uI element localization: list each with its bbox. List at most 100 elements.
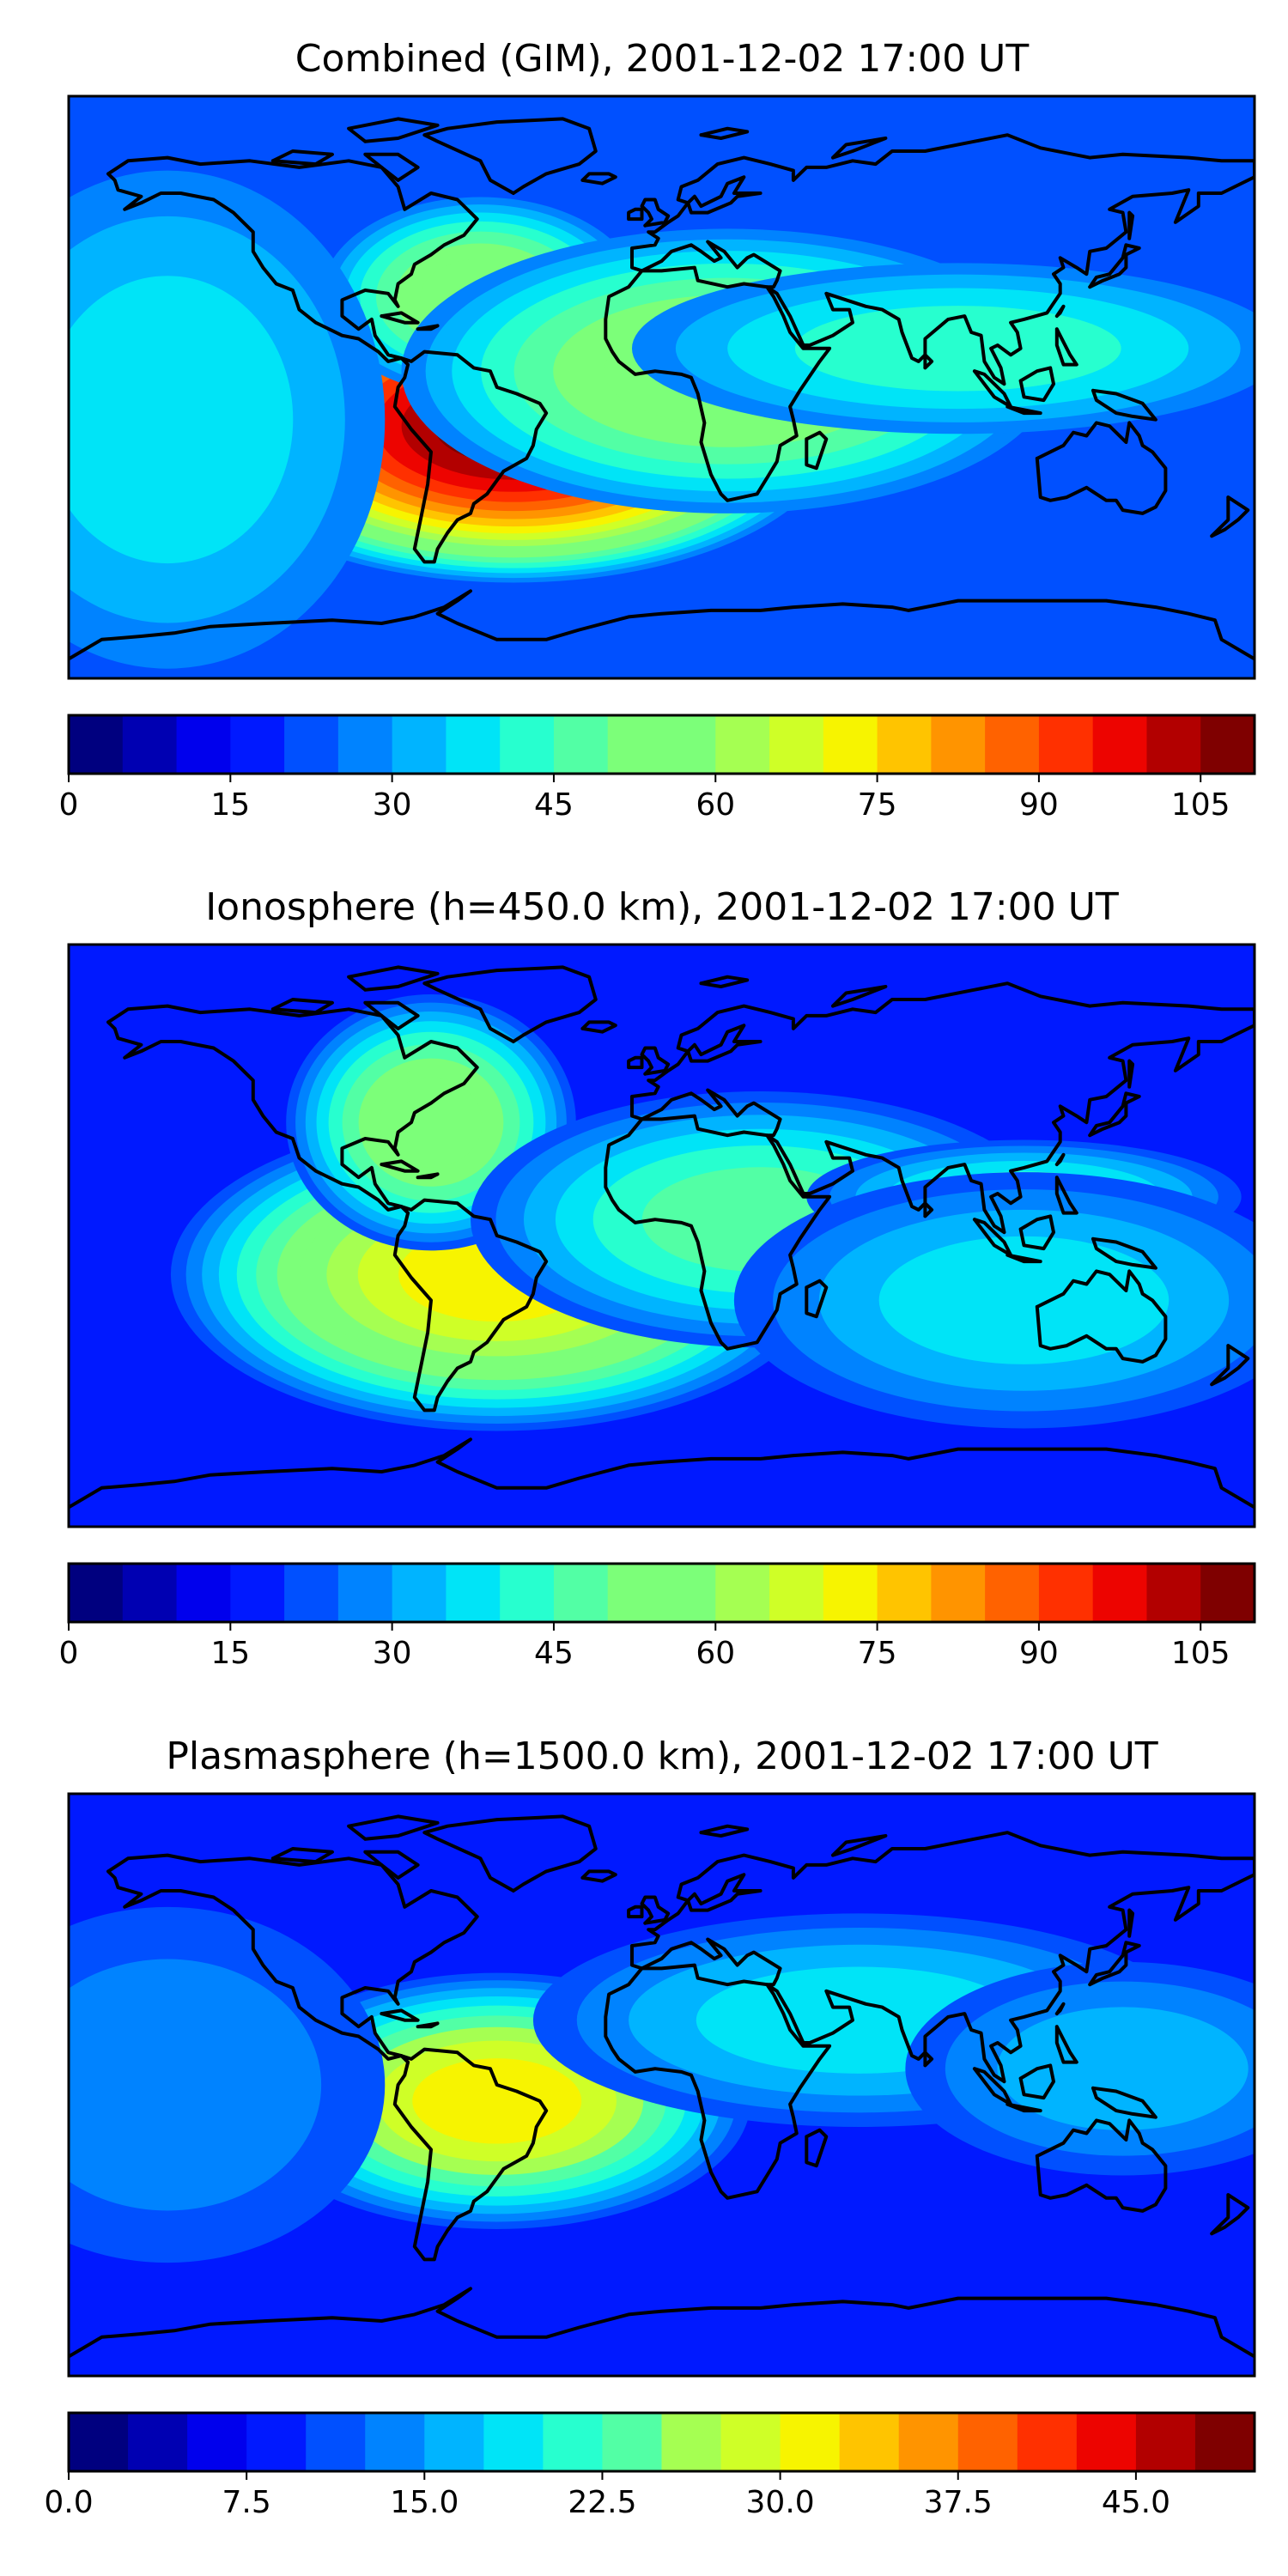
coastline-africa <box>604 1963 832 2200</box>
coastline-madagascar <box>805 430 829 471</box>
contour-feature-4 <box>69 170 386 669</box>
coastline-ireland <box>627 207 644 222</box>
colorbar-segment <box>898 2413 959 2471</box>
coastline-ellesmere <box>347 1814 440 1841</box>
panel-title: Combined (GIM), 2001-12-02 17:00 UT <box>295 37 1030 81</box>
colorbar-segment <box>543 2413 604 2471</box>
coastline-antarctica <box>69 1437 1255 1510</box>
coastline-africa <box>604 265 832 502</box>
coastline-madagascar <box>805 1279 829 1319</box>
coastline-eurasia <box>630 981 1255 1235</box>
coastline-south-america <box>392 2047 549 2262</box>
coastline-philippines <box>1054 2025 1078 2064</box>
coastline-sumatra <box>972 369 1013 409</box>
colorbar-tick-label: 15 <box>210 1636 250 1671</box>
coastline-japan <box>1088 243 1141 289</box>
colorbar-segment <box>392 715 447 774</box>
coastline-new-zealand <box>1210 495 1250 538</box>
colorbar-segment <box>69 715 124 774</box>
colorbar-segment <box>284 1564 339 1622</box>
coastline-madagascar <box>805 2128 829 2168</box>
coastline-ellesmere <box>347 117 440 143</box>
coastline-sakhalin <box>1127 210 1135 240</box>
contour-band <box>69 1959 322 2211</box>
colorbar-segment <box>769 715 824 774</box>
colorbar-segment <box>985 715 1040 774</box>
coastline-antarctica <box>69 2287 1255 2359</box>
colorbar-segment <box>823 715 878 774</box>
colorbar-segment <box>500 715 555 774</box>
colorbar-segment <box>661 1564 716 1622</box>
coastline-australia <box>1035 1269 1168 1364</box>
colorbar-segment <box>877 1564 932 1622</box>
colorbar-segment <box>602 2413 663 2471</box>
coastline-hispaniola <box>416 2021 440 2029</box>
coastline-sumatra <box>972 1218 1013 1257</box>
coastline-ellesmere <box>347 965 440 992</box>
coastline-greenland <box>422 117 598 195</box>
panel-title: Ionosphere (h=450.0 km), 2001-12-02 17:0… <box>205 885 1119 929</box>
colorbar-tick-label: 45 <box>534 1636 574 1671</box>
coastline-new-guinea <box>1091 388 1157 422</box>
panel-title: Plasmasphere (h=1500.0 km), 2001-12-02 1… <box>166 1735 1157 1778</box>
coastline-svalbard <box>699 1824 750 1838</box>
coastlines <box>69 1814 1255 2359</box>
colorbar-tick-label: 45 <box>534 787 574 823</box>
colorbar-ionosphere: 0 15 30 45 60 75 90 105 <box>59 1562 1256 1671</box>
coastline-eurasia <box>630 1831 1255 2084</box>
colorbar-segment <box>931 1564 986 1622</box>
contour-band <box>878 1236 1170 1364</box>
coastline-ireland <box>627 1055 644 1070</box>
map-frame <box>67 94 1256 680</box>
colorbar-tick-label: 0.0 <box>44 2485 93 2520</box>
coastline-south-america <box>392 1198 549 1413</box>
colorbar-tick-label: 90 <box>1019 1636 1059 1671</box>
map-combined <box>69 96 1255 678</box>
coastline-greenland <box>422 1814 598 1893</box>
colorbar-tick-label: 90 <box>1019 787 1059 823</box>
coastline-sakhalin <box>1127 1059 1135 1089</box>
coastline-australia <box>1035 2118 1168 2213</box>
coastline-svalbard <box>699 975 750 988</box>
coastline-sri-lanka <box>923 2050 934 2068</box>
coastline-novaya-zemlya <box>831 985 888 1008</box>
colorbar-segment <box>769 1564 824 1622</box>
map-frame <box>67 1792 1256 2378</box>
coastline-philippines <box>1054 327 1078 367</box>
colorbar-segment <box>1194 2413 1255 2471</box>
coastline-philippines <box>1054 1176 1078 1215</box>
map-plasmasphere <box>69 1794 1255 2376</box>
colorbar-segment <box>780 2413 841 2471</box>
colorbar-segment <box>1146 1564 1201 1622</box>
colorbar-segment <box>553 715 609 774</box>
coastline-uk <box>640 1895 671 1925</box>
coastline-sri-lanka <box>923 1201 934 1218</box>
colorbar-segment <box>1200 1564 1255 1622</box>
coastline-borneo <box>1018 366 1055 403</box>
coastline-new-zealand <box>1210 2193 1250 2236</box>
coastline-north-america <box>106 1853 479 2061</box>
coastline-new-guinea <box>1091 1236 1157 1270</box>
colorbar-segment <box>365 2413 425 2471</box>
contour-band <box>412 2058 582 2144</box>
colorbar-segment <box>500 1564 555 1622</box>
coastline-ireland <box>627 1905 644 1919</box>
colorbar-segment <box>446 715 501 774</box>
colorbar-tick-label: 30 <box>373 1636 412 1671</box>
coastline-sumatra <box>972 2067 1013 2106</box>
colorbar-segment <box>337 715 393 774</box>
colorbar-segment <box>392 1564 447 1622</box>
coastline-taiwan <box>1054 304 1066 319</box>
colorbar-tick-label: 0 <box>59 1636 79 1671</box>
colorbar-segment <box>1092 1564 1148 1622</box>
coastline-africa <box>604 1114 832 1351</box>
colorbar-segment <box>128 2413 188 2471</box>
coastline-iceland <box>580 1020 617 1034</box>
contour-band <box>380 1077 483 1168</box>
coastline-uk <box>640 197 671 228</box>
colorbar-segment <box>839 2413 900 2471</box>
coastline-java <box>1005 404 1042 416</box>
colorbar-tick-label: 45.0 <box>1102 2485 1170 2520</box>
colorbar-segment <box>446 1564 501 1622</box>
